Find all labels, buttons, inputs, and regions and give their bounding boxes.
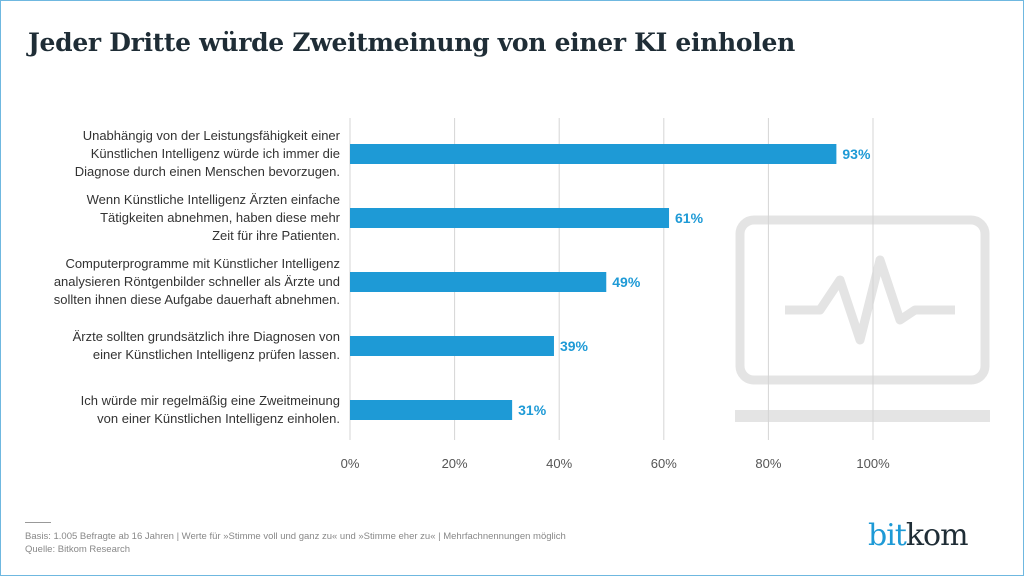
data-label: 31% — [518, 402, 547, 418]
category-label-line: einer Künstlichen Intelligenz prüfen las… — [92, 347, 340, 362]
footer-divider — [25, 522, 51, 523]
category-label: Ärzte sollten grundsätzlich ihre Diagnos… — [10, 328, 340, 364]
bar — [350, 400, 513, 420]
bar — [350, 144, 837, 164]
bitkom-logo: bitkom — [868, 518, 969, 553]
category-label: Computerprogramme mit Künstlicher Intell… — [10, 255, 340, 309]
x-tick-label: 0% — [341, 456, 360, 471]
category-label-line: von einer Künstlichen Intelligenz einhol… — [97, 411, 340, 426]
category-label-line: Tätigkeiten abnehmen, haben diese mehr — [100, 210, 340, 225]
data-label: 49% — [612, 274, 641, 290]
bar — [350, 208, 670, 228]
category-label-line: sollten ihnen diese Aufgabe dauerhaft ab… — [53, 292, 340, 307]
x-tick-label: 100% — [856, 456, 890, 471]
chart-title: Jeder Dritte würde Zweitmeinung von eine… — [28, 28, 795, 57]
category-label-line: Unabhängig von der Leistungsfähigkeit ei… — [82, 128, 340, 143]
category-label-line: Diagnose durch einen Menschen bevorzugen… — [74, 164, 340, 179]
footer-source: Quelle: Bitkom Research — [25, 544, 131, 555]
logo-part1: bit — [868, 518, 907, 553]
monitor-pulse-icon — [735, 215, 990, 422]
category-label-line: Wenn Künstliche Intelligenz Ärzten einfa… — [86, 192, 340, 207]
category-label-line: Ärzte sollten grundsätzlich ihre Diagnos… — [72, 329, 340, 344]
x-tick-label: 60% — [651, 456, 677, 471]
data-label: 93% — [842, 146, 871, 162]
bar — [350, 336, 554, 356]
category-label-line: Ich würde mir regelmäßig eine Zweitmeinu… — [80, 393, 340, 408]
category-label: Ich würde mir regelmäßig eine Zweitmeinu… — [10, 392, 340, 428]
data-label: 39% — [560, 338, 589, 354]
x-tick-label: 40% — [546, 456, 572, 471]
x-tick-label: 20% — [442, 456, 468, 471]
bar — [350, 272, 607, 292]
category-label-line: Computerprogramme mit Künstlicher Intell… — [65, 256, 340, 271]
x-tick-label: 80% — [755, 456, 781, 471]
logo-part2: kom — [905, 518, 969, 553]
category-label-line: Künstlichen Intelligenz würde ich immer … — [90, 146, 340, 161]
footer-basis: Basis: 1.005 Befragte ab 16 Jahren | Wer… — [25, 531, 566, 542]
category-label: Wenn Künstliche Intelligenz Ärzten einfa… — [10, 191, 340, 245]
data-label: 61% — [675, 210, 704, 226]
category-label-line: Zeit für ihre Patienten. — [212, 228, 340, 243]
category-label-line: analysieren Röntgenbilder schneller als … — [53, 274, 340, 289]
category-label: Unabhängig von der Leistungsfähigkeit ei… — [10, 127, 340, 181]
